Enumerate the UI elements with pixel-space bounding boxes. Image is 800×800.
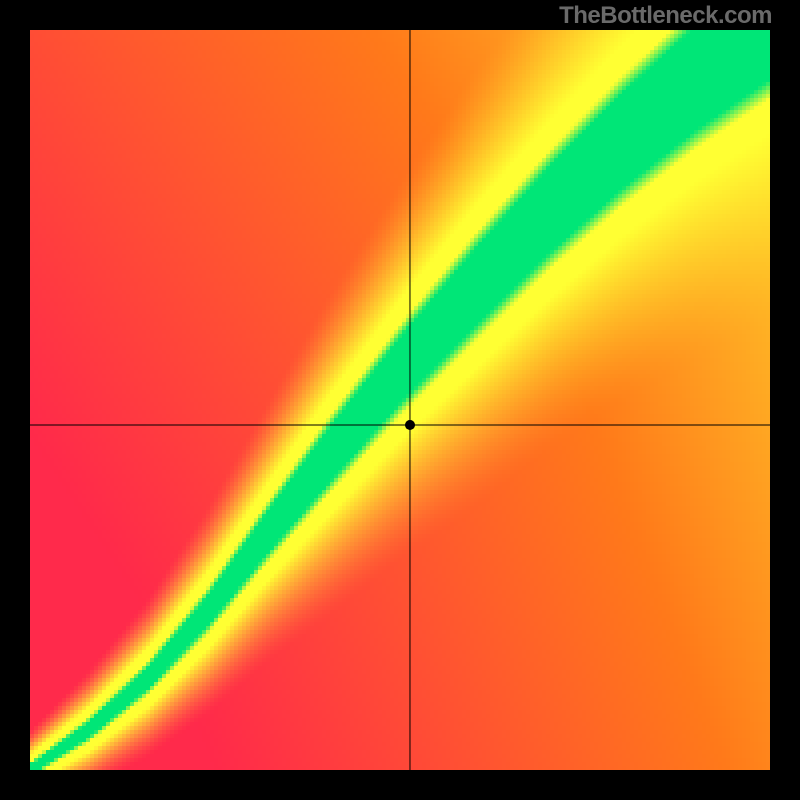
watermark-text: TheBottleneck.com — [559, 2, 772, 30]
bottleneck-heatmap — [0, 0, 800, 800]
